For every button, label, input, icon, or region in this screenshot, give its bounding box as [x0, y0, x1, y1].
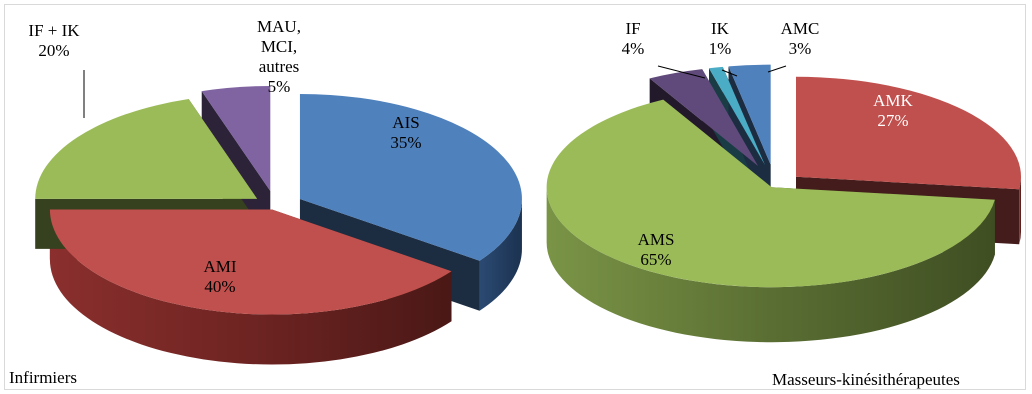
data-label-amk: AMK 27%	[873, 91, 913, 130]
pie-masseurs: AMK 27% AMS 65% IF 4% IK 1% AMC 3%	[546, 19, 1022, 343]
slice-ik	[709, 66, 765, 166]
slice-ais	[299, 93, 522, 261]
data-label-ams: AMS 65%	[638, 230, 675, 269]
leader-if	[657, 65, 706, 79]
data-label-mau-mci-autres: MAU, MCI, autres 5%	[257, 17, 301, 96]
data-label-ais: AIS 35%	[390, 113, 421, 152]
leader-ik	[721, 69, 738, 77]
chart-frame	[4, 4, 1026, 390]
slice-ami	[49, 209, 452, 315]
pie-infirmiers: AIS 35% AMI 40% IF + IK 20% MAU, MCI, autres 5%	[28, 17, 522, 365]
slice-ams	[546, 99, 995, 288]
slice-side-mau-mci-autres	[201, 91, 271, 241]
slice-wall-ais	[479, 198, 522, 311]
data-label-ami: AMI 40%	[203, 257, 236, 296]
data-label-if: IF 4%	[622, 19, 645, 58]
data-label-if-ik: IF + IK 20%	[28, 21, 80, 60]
slice-wall-amk	[1019, 176, 1022, 245]
slice-mau-mci-autres	[201, 85, 271, 191]
subtitle-masseurs: Masseurs-kinésithérapeutes	[772, 370, 960, 389]
leader-amc	[767, 65, 787, 73]
slice-amc	[728, 64, 771, 165]
data-label-ik: IK 1%	[709, 19, 732, 58]
slice-if	[649, 69, 759, 166]
slice-if-ik	[35, 99, 258, 199]
slice-amk	[796, 76, 1022, 190]
slice-wall-ami	[49, 209, 452, 365]
subtitle-infirmiers: Infirmiers	[9, 368, 77, 387]
slice-wall-ams	[546, 187, 995, 343]
data-label-amc: AMC 3%	[781, 19, 820, 58]
